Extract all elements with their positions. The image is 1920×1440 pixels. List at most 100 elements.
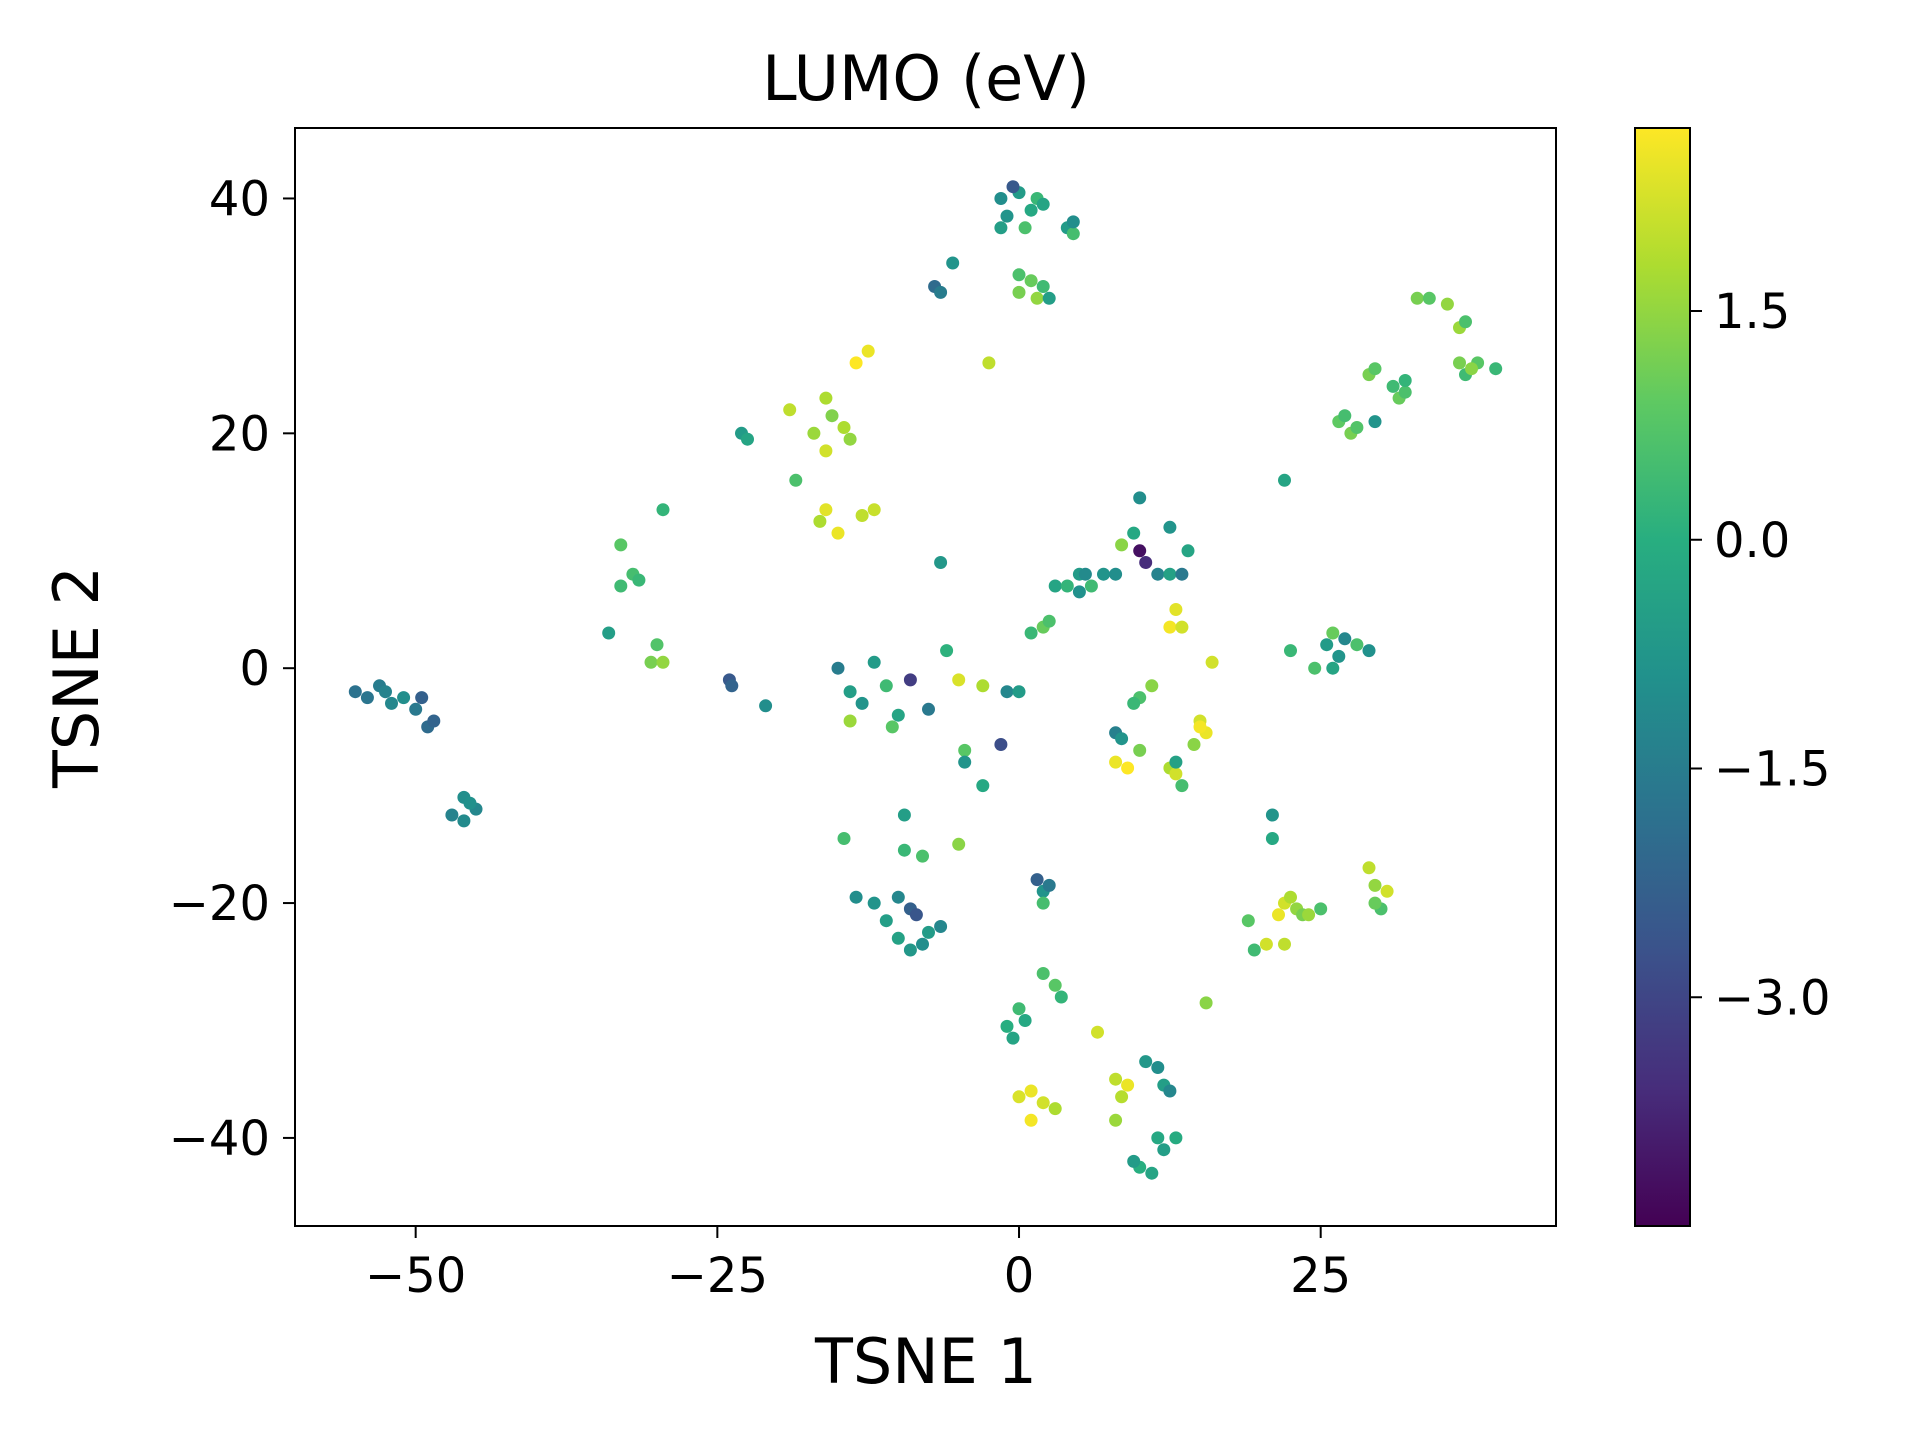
data-point xyxy=(632,573,646,587)
y-axis: −40 −20 0 20 40 xyxy=(169,171,295,1167)
x-tick-label: 25 xyxy=(1290,1248,1351,1304)
data-point xyxy=(1048,978,1062,992)
data-point xyxy=(1265,832,1279,845)
data-point xyxy=(922,702,935,716)
data-point xyxy=(1054,990,1068,1004)
data-point xyxy=(1133,491,1147,505)
data-point xyxy=(849,890,863,904)
data-point xyxy=(614,579,628,593)
data-point xyxy=(946,256,960,270)
data-point xyxy=(934,285,948,299)
data-point xyxy=(891,931,905,945)
data-point xyxy=(1036,896,1050,910)
data-point xyxy=(922,925,935,939)
data-point xyxy=(879,679,893,693)
data-point xyxy=(445,808,459,822)
data-point xyxy=(1012,685,1026,699)
y-axis-label: TSNE 2 xyxy=(40,566,113,789)
data-point xyxy=(1151,1061,1165,1074)
data-point xyxy=(1326,661,1340,675)
data-point xyxy=(1169,767,1183,781)
data-point xyxy=(1265,808,1279,822)
data-point xyxy=(1386,379,1400,393)
data-point xyxy=(1012,285,1026,299)
data-point xyxy=(867,503,881,517)
data-point xyxy=(1084,579,1098,593)
data-point xyxy=(819,503,833,517)
data-point xyxy=(897,843,911,857)
data-point xyxy=(1459,315,1472,329)
data-point xyxy=(940,644,954,658)
data-point xyxy=(903,943,917,957)
data-point xyxy=(1127,1154,1141,1168)
data-point xyxy=(385,696,398,710)
data-point xyxy=(1362,861,1376,875)
data-point xyxy=(348,685,362,699)
data-point xyxy=(1115,732,1129,746)
data-point xyxy=(958,743,972,757)
data-point xyxy=(1024,203,1038,217)
data-point xyxy=(897,808,911,822)
data-point xyxy=(1139,556,1153,569)
data-point xyxy=(1175,620,1189,634)
data-point xyxy=(855,696,869,710)
data-point xyxy=(1060,579,1074,593)
data-point xyxy=(994,192,1008,205)
data-point xyxy=(837,421,851,434)
data-point xyxy=(1133,544,1147,558)
data-point xyxy=(1241,914,1255,928)
data-point xyxy=(1006,1031,1020,1045)
data-point xyxy=(1338,632,1352,646)
data-point xyxy=(1175,567,1189,581)
data-point xyxy=(1163,620,1177,634)
data-point xyxy=(602,626,616,640)
data-point xyxy=(1422,291,1436,305)
data-point xyxy=(1000,685,1014,699)
data-point xyxy=(1109,1072,1123,1086)
data-point xyxy=(879,914,893,928)
data-point xyxy=(1163,567,1177,581)
data-point xyxy=(837,832,851,845)
data-point xyxy=(831,526,845,540)
data-point xyxy=(1169,603,1183,616)
data-point xyxy=(994,738,1008,751)
data-point xyxy=(916,849,929,863)
data-point xyxy=(1440,297,1454,311)
data-point xyxy=(1006,180,1020,194)
data-point xyxy=(982,356,996,370)
colorbar-tick-label: 1.5 xyxy=(1714,284,1790,340)
data-point xyxy=(1024,1113,1038,1127)
data-point xyxy=(360,691,374,705)
data-point xyxy=(1489,362,1503,376)
x-axis: −50 −25 0 25 xyxy=(365,1226,1351,1304)
data-point xyxy=(1350,638,1364,652)
data-point xyxy=(1368,415,1382,429)
data-point xyxy=(1127,696,1141,710)
data-point xyxy=(1024,274,1038,288)
data-point xyxy=(1199,996,1213,1010)
data-point xyxy=(1368,362,1382,376)
data-point xyxy=(644,655,658,669)
data-point xyxy=(1042,878,1056,892)
data-point xyxy=(1338,409,1352,423)
data-point xyxy=(1036,1096,1050,1110)
data-point xyxy=(976,679,990,693)
plot-frame xyxy=(294,127,1557,1227)
data-point xyxy=(1127,526,1141,540)
chart-title: LUMO (eV) xyxy=(762,42,1090,115)
data-point xyxy=(1091,1025,1104,1039)
data-point xyxy=(1259,937,1273,951)
data-point xyxy=(1109,755,1123,769)
data-point xyxy=(1368,896,1382,910)
data-point xyxy=(891,708,905,722)
data-point xyxy=(1066,227,1080,241)
data-point xyxy=(891,890,905,904)
data-point xyxy=(909,908,923,922)
data-point xyxy=(861,344,875,358)
data-point xyxy=(1042,614,1056,628)
y-tick-label: −40 xyxy=(169,1111,270,1167)
data-point xyxy=(1163,520,1177,534)
data-point xyxy=(1332,649,1346,663)
data-point xyxy=(819,391,833,405)
